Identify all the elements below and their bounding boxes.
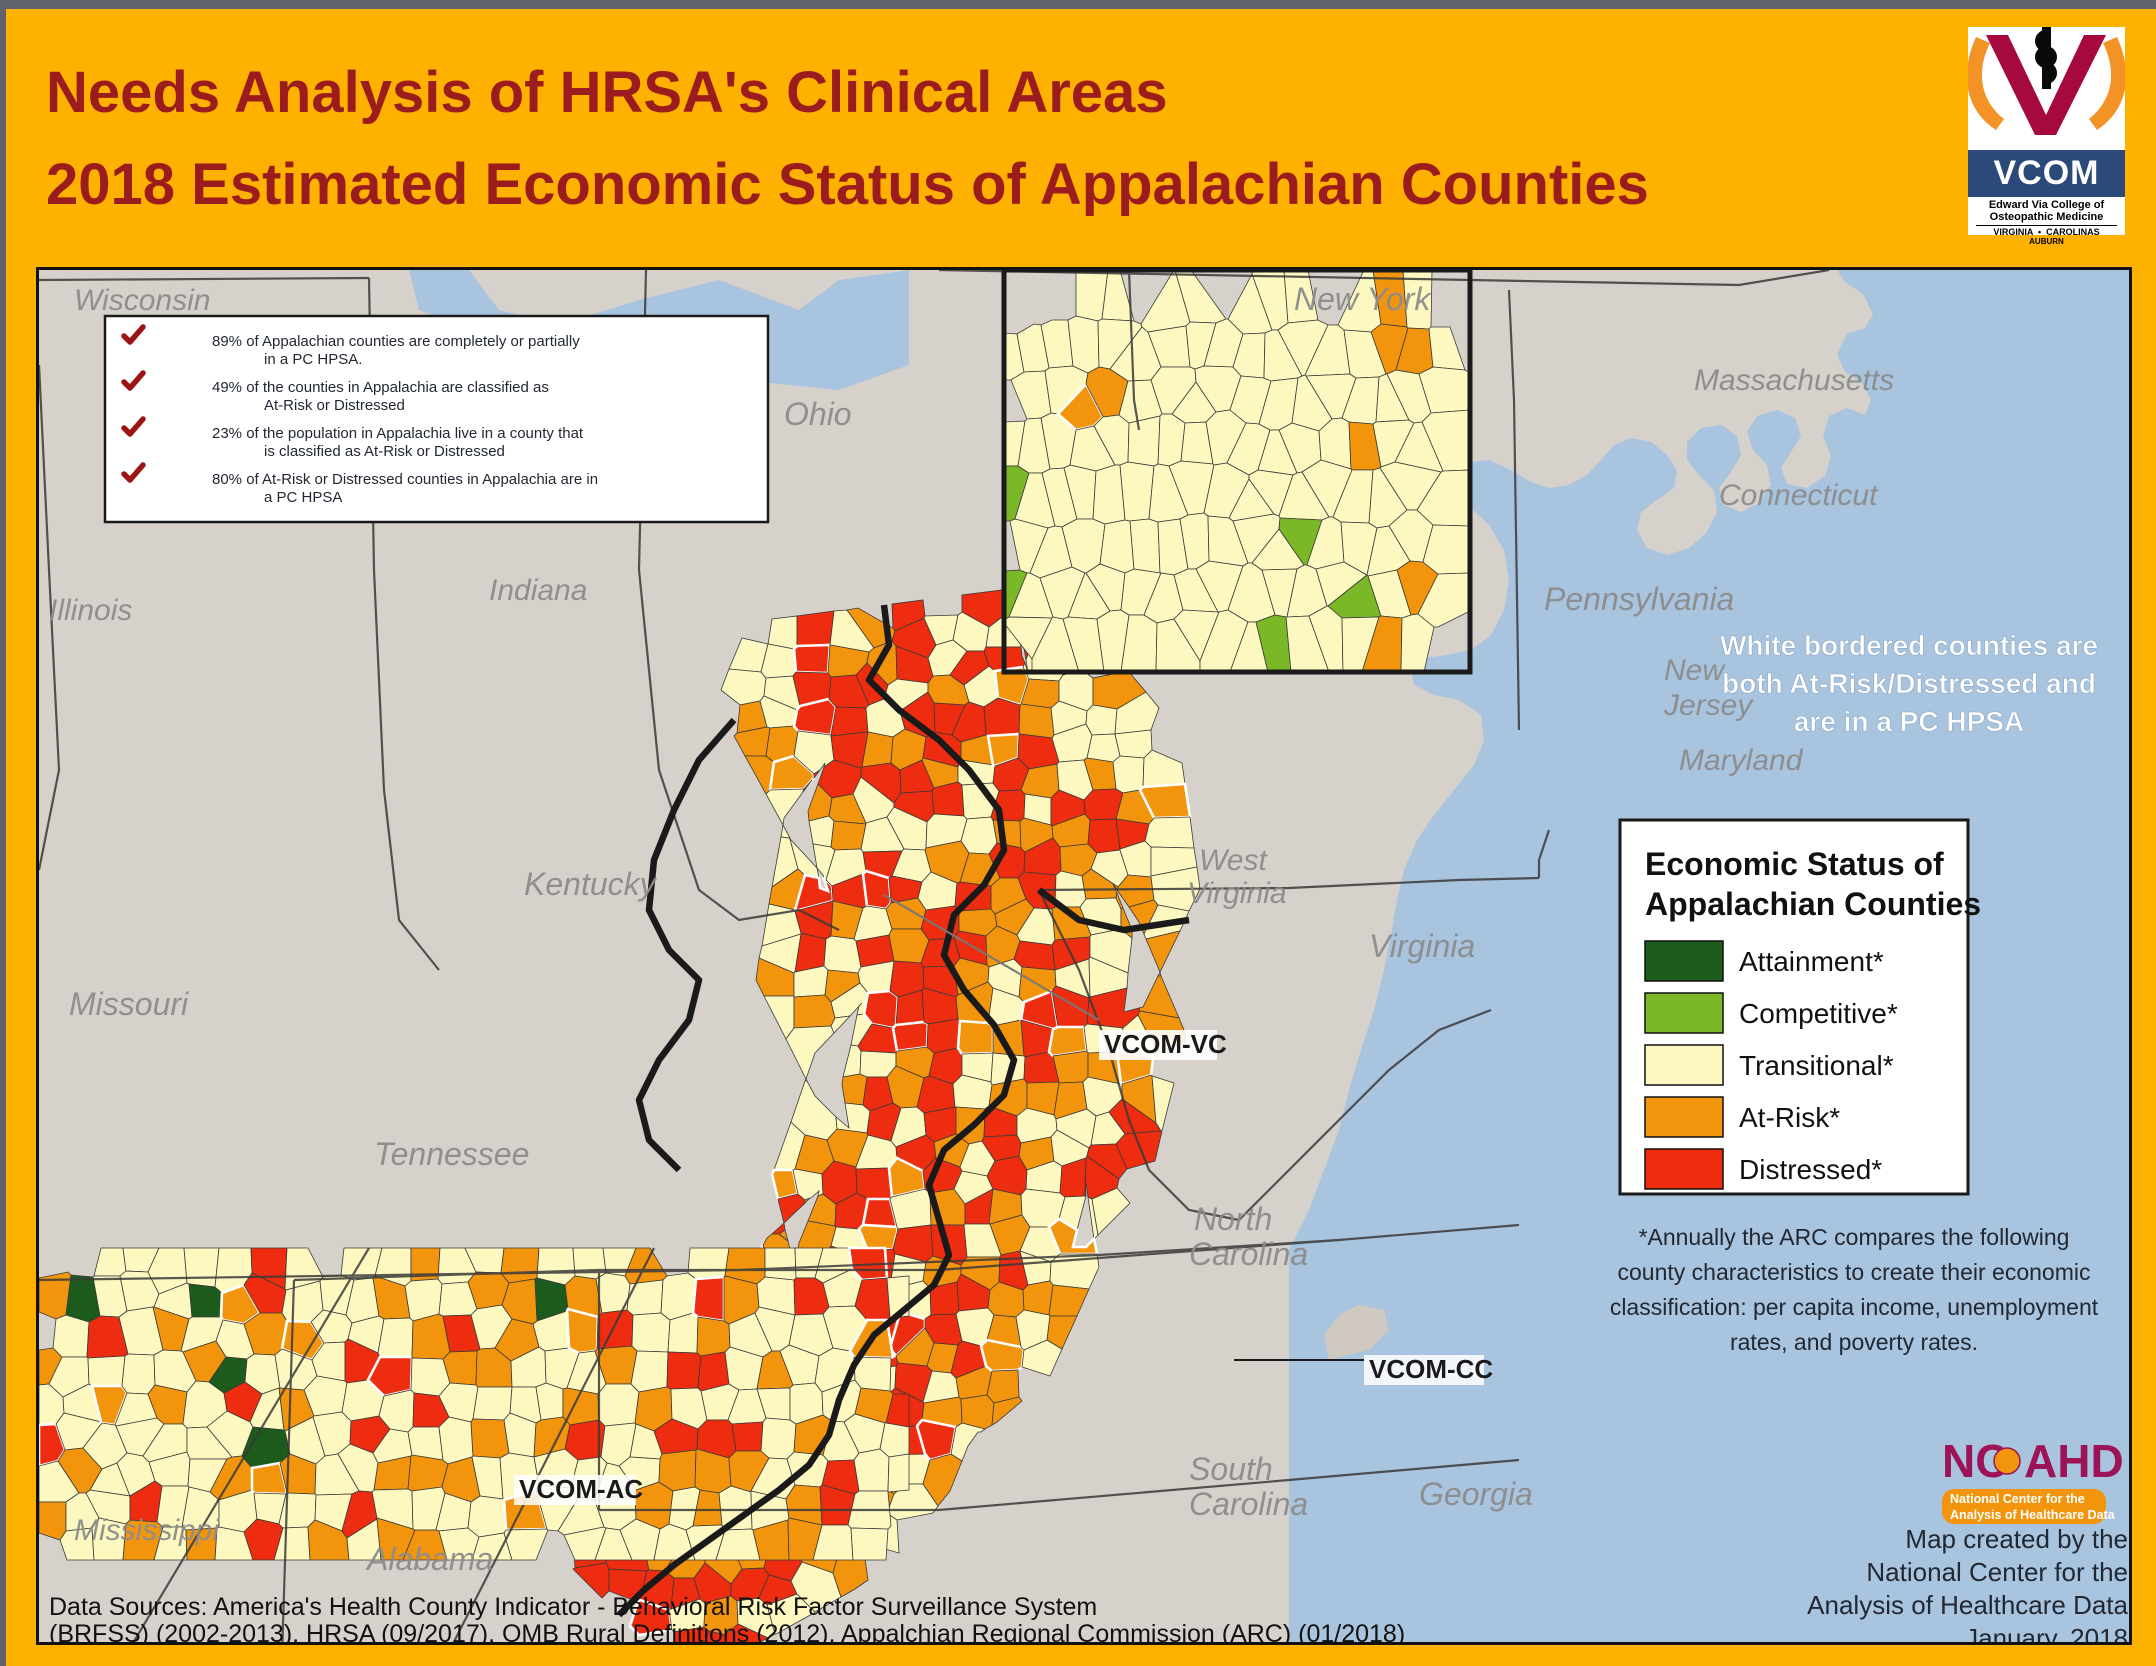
svg-text:80% of At-Risk or Distressed c: 80% of At-Risk or Distressed counties in…	[212, 471, 598, 488]
svg-text:Appalachian Counties: Appalachian Counties	[1645, 886, 1981, 922]
svg-text:89% of Appalachian counties ar: 89% of Appalachian counties are complete…	[212, 333, 580, 350]
svg-text:are in a PC HPSA: are in a PC HPSA	[1794, 706, 2024, 737]
svg-text:Carolina: Carolina	[1189, 1486, 1308, 1522]
svg-text:Massachusetts: Massachusetts	[1694, 364, 1894, 397]
svg-text:23% of the population in Appal: 23% of the population in Appalachia live…	[212, 425, 584, 442]
svg-text:Indiana: Indiana	[489, 574, 587, 607]
svg-text:Carolina: Carolina	[1189, 1236, 1308, 1272]
svg-text:Alabama: Alabama	[365, 1541, 493, 1577]
svg-text:(BRFSS) (2002-2013), HRSA (09/: (BRFSS) (2002-2013), HRSA (09/2017), OMB…	[49, 1620, 1405, 1645]
svg-text:Virginia: Virginia	[1369, 928, 1475, 964]
svg-text:South: South	[1189, 1451, 1273, 1487]
svg-text:Distressed*: Distressed*	[1739, 1154, 1882, 1185]
svg-text:White bordered counties are: White bordered counties are	[1720, 630, 2098, 661]
svg-text:a PC HPSA: a PC HPSA	[264, 489, 342, 506]
svg-text:At-Risk or Distressed: At-Risk or Distressed	[264, 397, 405, 414]
svg-text:Georgia: Georgia	[1419, 1476, 1533, 1512]
svg-text:Wisconsin: Wisconsin	[74, 284, 210, 317]
svg-text:Economic Status of: Economic Status of	[1645, 846, 1944, 882]
svg-text:AHD: AHD	[2024, 1435, 2124, 1487]
svg-text:Data Sources: America's Health: Data Sources: America's Health County In…	[49, 1593, 1097, 1621]
svg-text:in a PC HPSA.: in a PC HPSA.	[264, 351, 362, 368]
svg-text:rates, and poverty rates.: rates, and poverty rates.	[1730, 1329, 1978, 1355]
svg-text:Connecticut: Connecticut	[1719, 479, 1879, 512]
svg-text:Attainment*: Attainment*	[1739, 946, 1884, 977]
svg-text:New York: New York	[1294, 281, 1432, 317]
svg-text:49% of the counties in Appalac: 49% of the counties in Appalachia are cl…	[212, 379, 549, 396]
svg-text:Analysis of Healthcare Data: Analysis of Healthcare Data	[1950, 1508, 2116, 1522]
svg-text:Kentucky: Kentucky	[524, 866, 658, 902]
svg-text:National Center for the: National Center for the	[1866, 1557, 2128, 1587]
svg-text:Illinois: Illinois	[49, 594, 132, 627]
svg-text:VCOM-VC: VCOM-VC	[1104, 1029, 1227, 1059]
svg-text:North: North	[1194, 1201, 1272, 1237]
svg-text:Mississippi: Mississippi	[74, 1514, 220, 1547]
svg-text:January, 2018: January, 2018	[1965, 1623, 2128, 1645]
svg-text:Competitive*: Competitive*	[1739, 998, 1898, 1029]
svg-text:Missouri: Missouri	[69, 986, 189, 1022]
svg-text:Analysis of Healthcare Data: Analysis of Healthcare Data	[1807, 1590, 2128, 1620]
svg-text:county characteristics to crea: county characteristics to create their e…	[1618, 1259, 2091, 1285]
svg-text:Pennsylvania: Pennsylvania	[1544, 581, 1734, 617]
svg-text:National Center for the: National Center for the	[1950, 1492, 2085, 1506]
svg-text:VCOM-AC: VCOM-AC	[519, 1474, 643, 1504]
svg-text:At-Risk*: At-Risk*	[1739, 1102, 1840, 1133]
svg-text:Tennessee: Tennessee	[374, 1136, 529, 1172]
svg-text:New: New	[1664, 654, 1726, 687]
svg-text:Transitional*: Transitional*	[1739, 1050, 1894, 1081]
svg-text:classification: per capita inc: classification: per capita income, unemp…	[1610, 1294, 2099, 1320]
svg-text:is classified as At-Risk or Di: is classified as At-Risk or Distressed	[264, 443, 505, 460]
svg-text:*Annually the ARC compares the: *Annually the ARC compares the following	[1639, 1224, 2070, 1250]
svg-text:West: West	[1199, 844, 1268, 877]
svg-text:Maryland: Maryland	[1679, 744, 1804, 777]
svg-text:both At-Risk/Distressed and: both At-Risk/Distressed and	[1722, 668, 2096, 699]
svg-text:Ohio: Ohio	[784, 396, 852, 432]
svg-text:VCOM-CC: VCOM-CC	[1369, 1354, 1493, 1384]
svg-text:Virginia: Virginia	[1187, 877, 1287, 910]
svg-text:Map created by the: Map created by the	[1905, 1524, 2128, 1554]
